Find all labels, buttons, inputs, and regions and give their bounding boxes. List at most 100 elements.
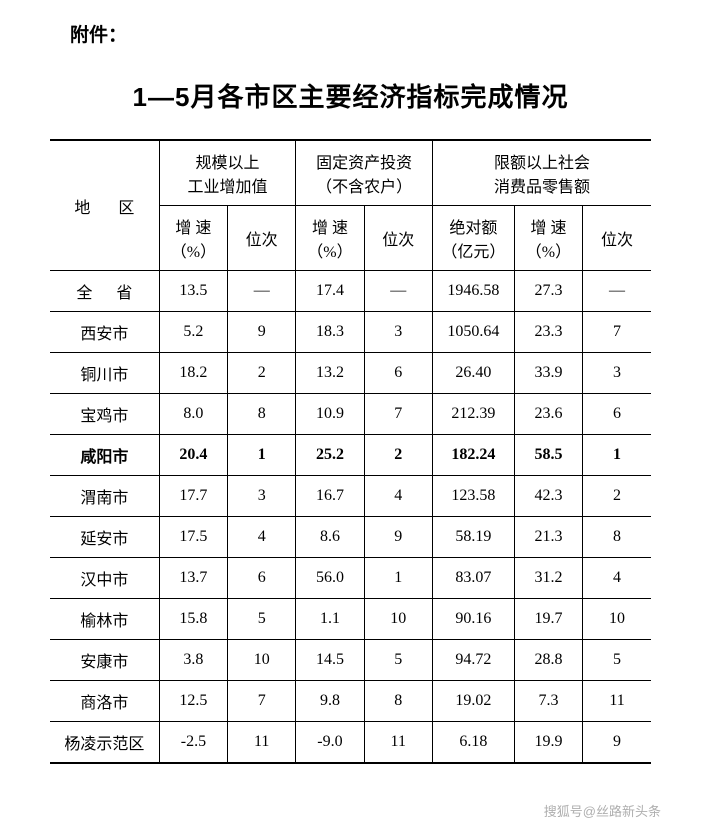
cell-growth3: 42.3 [514,476,582,517]
cell-growth1: 5.2 [159,312,227,353]
cell-rank3: 9 [583,722,651,764]
cell-absolute: 1946.58 [432,271,514,312]
cell-growth2: 13.2 [296,353,364,394]
cell-growth3: 28.8 [514,640,582,681]
cell-rank2: 9 [364,517,432,558]
cell-growth1: 18.2 [159,353,227,394]
cell-rank1: 5 [228,599,296,640]
cell-absolute: 1050.64 [432,312,514,353]
cell-rank3: 7 [583,312,651,353]
page-title: 1—5月各市区主要经济指标完成情况 [50,77,651,114]
cell-absolute: 19.02 [432,681,514,722]
table-row: 杨凌示范区-2.511-9.0116.1819.99 [50,722,651,764]
cell-rank2: 5 [364,640,432,681]
header-absolute: 绝对额（亿元） [432,206,514,271]
cell-growth3: 23.6 [514,394,582,435]
cell-absolute: 123.58 [432,476,514,517]
cell-growth1: -2.5 [159,722,227,764]
cell-growth1: 13.5 [159,271,227,312]
cell-growth2: 14.5 [296,640,364,681]
cell-growth3: 21.3 [514,517,582,558]
attachment-label: 附件： [70,20,651,47]
table-row: 渭南市17.7316.74123.5842.32 [50,476,651,517]
watermark: 搜狐号@丝路新头条 [544,801,661,820]
table-row: 商洛市12.579.8819.027.311 [50,681,651,722]
header-growth2: 增 速（%） [296,206,364,271]
cell-rank3: — [583,271,651,312]
cell-growth3: 31.2 [514,558,582,599]
cell-rank3: 6 [583,394,651,435]
cell-rank3: 1 [583,435,651,476]
cell-growth2: 25.2 [296,435,364,476]
cell-growth3: 58.5 [514,435,582,476]
cell-rank1: 6 [228,558,296,599]
cell-growth3: 27.3 [514,271,582,312]
cell-region: 咸阳市 [50,435,159,476]
cell-growth3: 19.7 [514,599,582,640]
cell-region: 宝鸡市 [50,394,159,435]
cell-absolute: 212.39 [432,394,514,435]
table-row: 西安市5.2918.331050.6423.37 [50,312,651,353]
cell-rank1: 4 [228,517,296,558]
cell-rank3: 3 [583,353,651,394]
cell-rank2: 1 [364,558,432,599]
cell-rank3: 11 [583,681,651,722]
table-row: 榆林市15.851.11090.1619.710 [50,599,651,640]
cell-region: 延安市 [50,517,159,558]
cell-growth1: 8.0 [159,394,227,435]
cell-rank2: 2 [364,435,432,476]
cell-growth2: 1.1 [296,599,364,640]
cell-growth1: 17.5 [159,517,227,558]
cell-rank1: 3 [228,476,296,517]
table-row: 安康市3.81014.5594.7228.85 [50,640,651,681]
table-body: 全 省13.5—17.4—1946.5827.3—西安市5.2918.33105… [50,271,651,764]
cell-rank2: 6 [364,353,432,394]
table-row: 咸阳市20.4125.22182.2458.51 [50,435,651,476]
cell-rank1: 1 [228,435,296,476]
header-group3: 限额以上社会消费品零售额 [432,140,651,206]
cell-region: 渭南市 [50,476,159,517]
cell-region: 汉中市 [50,558,159,599]
cell-growth3: 23.3 [514,312,582,353]
cell-region: 全 省 [50,271,159,312]
cell-rank1: 8 [228,394,296,435]
cell-region: 杨凌示范区 [50,722,159,764]
cell-growth2: -9.0 [296,722,364,764]
cell-absolute: 26.40 [432,353,514,394]
cell-absolute: 94.72 [432,640,514,681]
cell-rank3: 2 [583,476,651,517]
cell-region: 铜川市 [50,353,159,394]
header-region: 地 区 [50,140,159,271]
cell-absolute: 182.24 [432,435,514,476]
cell-absolute: 58.19 [432,517,514,558]
cell-growth2: 16.7 [296,476,364,517]
header-group1: 规模以上工业增加值 [159,140,296,206]
cell-rank3: 5 [583,640,651,681]
cell-rank2: 8 [364,681,432,722]
cell-growth1: 17.7 [159,476,227,517]
economic-data-table: 地 区 规模以上工业增加值 固定资产投资（不含农户） 限额以上社会消费品零售额 … [50,139,651,764]
cell-growth1: 3.8 [159,640,227,681]
cell-growth2: 56.0 [296,558,364,599]
cell-region: 榆林市 [50,599,159,640]
header-group2: 固定资产投资（不含农户） [296,140,433,206]
cell-absolute: 6.18 [432,722,514,764]
cell-rank1: 7 [228,681,296,722]
cell-rank2: 11 [364,722,432,764]
table-row: 延安市17.548.6958.1921.38 [50,517,651,558]
table-row: 汉中市13.7656.0183.0731.24 [50,558,651,599]
cell-growth2: 18.3 [296,312,364,353]
cell-absolute: 90.16 [432,599,514,640]
cell-rank1: 10 [228,640,296,681]
cell-rank2: 4 [364,476,432,517]
cell-rank3: 8 [583,517,651,558]
cell-growth1: 20.4 [159,435,227,476]
cell-growth3: 33.9 [514,353,582,394]
cell-growth2: 8.6 [296,517,364,558]
cell-region: 西安市 [50,312,159,353]
table-row: 宝鸡市8.0810.97212.3923.66 [50,394,651,435]
cell-rank1: 9 [228,312,296,353]
cell-rank3: 4 [583,558,651,599]
table-row: 全 省13.5—17.4—1946.5827.3— [50,271,651,312]
header-rank2: 位次 [364,206,432,271]
